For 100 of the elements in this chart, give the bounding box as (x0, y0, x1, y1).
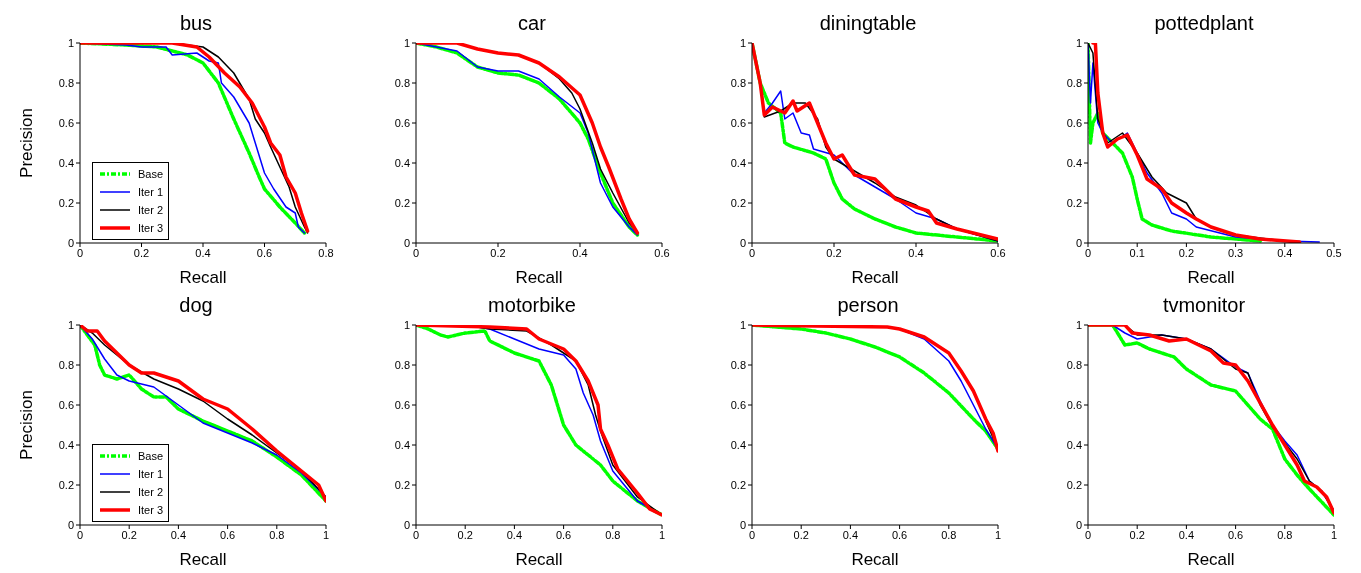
chart-title: diningtable (818, 11, 918, 36)
x-tick-label: 0.6 (990, 246, 1006, 259)
x-tick-label: 0.6 (654, 246, 670, 259)
y-tick-label: 0.8 (1066, 358, 1082, 371)
y-tick-label: 0.2 (730, 478, 746, 491)
x-tick-label: 0.2 (490, 246, 506, 259)
x-axis-title: Recall (515, 268, 563, 287)
legend-label: Iter 3 (138, 504, 164, 516)
x-tick-label: 1 (322, 528, 330, 541)
x-tick-label: 1 (658, 528, 666, 541)
x-tick-label: 0 (76, 246, 84, 259)
y-tick-label: 0.4 (1066, 438, 1082, 451)
legend-label: Iter 2 (138, 486, 164, 498)
y-tick-label: 0.2 (58, 196, 74, 209)
legend-label: Base (138, 450, 164, 462)
x-tick-label: 0.8 (318, 246, 334, 259)
x-tick-label: 0 (412, 528, 420, 541)
x-tick-label: 0.3 (1227, 246, 1244, 259)
x-tick-label: 0.4 (1277, 246, 1293, 259)
y-tick-label: 0.2 (1066, 478, 1082, 491)
y-tick-label: 0.6 (394, 398, 410, 411)
x-axis-title: Recall (179, 550, 227, 569)
y-tick-label: 0.2 (58, 478, 74, 491)
chart-title: tvmonitor (1161, 293, 1247, 318)
legend-label: Iter 3 (138, 222, 164, 234)
x-tick-label: 0 (1084, 528, 1092, 541)
x-tick-label: 0.6 (1227, 528, 1244, 541)
x-axis-title: Recall (515, 550, 563, 569)
x-tick-label: 0.2 (826, 246, 842, 259)
x-axis-title: Recall (179, 268, 227, 287)
x-tick-label: 0 (1084, 246, 1092, 259)
x-tick-label: 0.6 (891, 528, 908, 541)
y-tick-label: 0.8 (730, 76, 746, 89)
y-tick-label: 0 (403, 518, 410, 531)
legend-label: Iter 1 (138, 468, 164, 480)
y-tick-label: 0 (403, 236, 410, 249)
x-axis-title: Recall (851, 268, 899, 287)
y-tick-label: 1 (739, 36, 746, 49)
x-tick-label: 1 (1330, 528, 1338, 541)
x-tick-label: 0.4 (170, 528, 187, 541)
chart-title: dog (178, 293, 214, 318)
y-tick-label: 0.2 (730, 196, 746, 209)
x-tick-label: 0.4 (1178, 528, 1195, 541)
x-tick-label: 0.4 (506, 528, 523, 541)
y-tick-label: 0.4 (730, 438, 746, 451)
y-tick-label: 1 (1075, 318, 1082, 331)
x-axis-title: Recall (1187, 550, 1235, 569)
x-tick-label: 0.2 (457, 528, 473, 541)
y-tick-label: 1 (67, 36, 74, 49)
chart-title: person (836, 293, 900, 318)
y-tick-label: 0.8 (394, 76, 410, 89)
x-tick-label: 0.2 (793, 528, 809, 541)
x-tick-label: 0.8 (941, 528, 957, 541)
x-tick-label: 0.6 (555, 528, 572, 541)
y-tick-label: 0.2 (1066, 196, 1082, 209)
y-tick-label: 0.4 (1066, 156, 1082, 169)
y-tick-label: 0 (67, 518, 74, 531)
x-tick-label: 0.6 (219, 528, 236, 541)
chart-title: pottedplant (1153, 11, 1255, 36)
y-axis-title: Precision (17, 390, 37, 460)
x-tick-label: 0.8 (269, 528, 285, 541)
x-tick-label: 0.2 (121, 528, 137, 541)
legend-label: Iter 1 (138, 186, 164, 198)
y-tick-label: 0.8 (394, 358, 410, 371)
y-tick-label: 0.4 (58, 156, 74, 169)
y-tick-label: 0.6 (1066, 398, 1082, 411)
chart-title: bus (178, 11, 214, 36)
x-tick-label: 0.1 (1129, 246, 1145, 259)
x-tick-label: 0 (748, 246, 756, 259)
legend-label: Base (138, 168, 164, 180)
y-tick-label: 0.6 (394, 116, 410, 129)
y-tick-label: 1 (403, 318, 410, 331)
y-tick-label: 0 (1075, 236, 1082, 249)
y-tick-label: 0.8 (58, 76, 74, 89)
x-tick-label: 0 (76, 528, 84, 541)
y-tick-label: 0.6 (1066, 116, 1082, 129)
x-tick-label: 0.5 (1326, 246, 1342, 259)
x-tick-label: 0.2 (1178, 246, 1195, 259)
y-tick-label: 1 (67, 318, 74, 331)
y-tick-label: 0.4 (58, 438, 74, 451)
y-tick-label: 0.8 (1066, 76, 1082, 89)
y-tick-label: 0.6 (58, 398, 74, 411)
y-tick-label: 0.8 (58, 358, 74, 371)
x-tick-label: 0.4 (908, 246, 924, 259)
x-tick-label: 0.4 (572, 246, 588, 259)
x-tick-label: 0.4 (195, 246, 211, 259)
x-tick-label: 0 (748, 528, 756, 541)
y-tick-label: 1 (403, 36, 410, 49)
chart-title: motorbike (487, 293, 577, 318)
y-tick-label: 0.4 (394, 438, 410, 451)
x-tick-label: 0 (412, 246, 420, 259)
y-tick-label: 0 (739, 236, 746, 249)
y-tick-label: 0.2 (394, 478, 410, 491)
y-tick-label: 1 (1075, 36, 1082, 49)
y-tick-label: 0 (67, 236, 74, 249)
y-tick-label: 0.6 (58, 116, 74, 129)
y-axis-title: Precision (17, 108, 37, 178)
chart-title: car (517, 11, 547, 36)
x-tick-label: 0.2 (133, 246, 150, 259)
x-tick-label: 0.4 (842, 528, 859, 541)
